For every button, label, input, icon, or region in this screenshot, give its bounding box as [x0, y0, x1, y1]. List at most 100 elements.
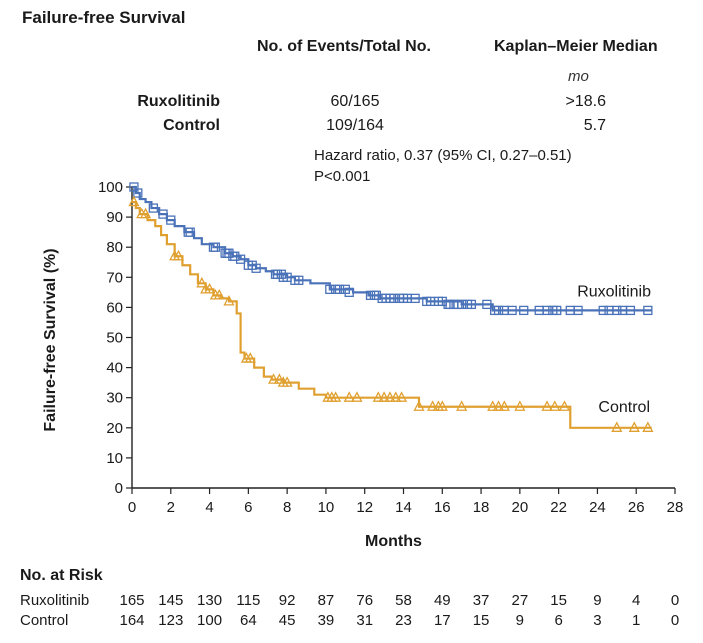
- km-median-column-header: Kaplan–Meier Median: [494, 38, 658, 55]
- series-label-control: Control: [598, 399, 650, 416]
- censor-marker-control: [378, 391, 390, 402]
- risk-cell-control: 31: [356, 612, 374, 629]
- censor-marker-control: [456, 400, 468, 411]
- censor-marker-control: [223, 294, 235, 306]
- risk-cell-ruxolitinib: 58: [395, 592, 412, 609]
- censor-marker-control: [128, 195, 140, 207]
- risk-cell-control: 64: [240, 612, 257, 629]
- hazard-ratio-text: Hazard ratio, 0.37 (95% CI, 0.27–0.51): [314, 147, 572, 164]
- risk-cell-control: 39: [317, 612, 335, 629]
- censor-marker-ruxolitinib: [133, 188, 143, 198]
- risk-cell-control: 9: [515, 612, 525, 629]
- y-tick-label: 70: [106, 269, 123, 286]
- censor-marker-control: [436, 400, 448, 411]
- risk-cell-control: 17: [433, 612, 451, 629]
- median-ruxolitinib: >18.6: [565, 93, 606, 110]
- y-tick-label: 60: [106, 299, 123, 316]
- risk-label-control: Control: [20, 612, 69, 629]
- censor-marker-ruxolitinib: [334, 284, 345, 294]
- x-tick-label: 24: [589, 499, 606, 516]
- censor-marker-control: [343, 391, 355, 402]
- y-tick-label: 0: [115, 480, 123, 497]
- x-tick-label: 4: [205, 499, 213, 516]
- censor-marker-ruxolitinib: [598, 305, 608, 316]
- censor-marker-ruxolitinib: [507, 305, 517, 316]
- risk-cell-ruxolitinib: 145: [158, 592, 184, 609]
- x-tick-label: 16: [434, 499, 451, 516]
- censor-marker-control: [413, 400, 425, 411]
- events-column-header: No. of Events/Total No.: [257, 38, 431, 55]
- risk-cell-ruxolitinib: 76: [356, 592, 374, 609]
- risk-cell-ruxolitinib: 27: [511, 592, 529, 609]
- censor-marker-control: [492, 400, 505, 411]
- censor-marker-control: [541, 400, 553, 411]
- risk-cell-ruxolitinib: 0: [670, 592, 680, 609]
- x-tick-label: 14: [395, 499, 412, 516]
- y-tick-label: 90: [106, 209, 123, 226]
- x-tick-label: 2: [167, 499, 175, 516]
- censor-marker-control: [558, 400, 571, 411]
- risk-cell-control: 123: [158, 612, 184, 629]
- censor-marker-ruxolitinib: [235, 254, 246, 264]
- censor-marker-ruxolitinib: [230, 251, 240, 261]
- censor-marker-control: [330, 391, 342, 402]
- risk-cell-ruxolitinib: 4: [632, 592, 641, 609]
- censor-marker-ruxolitinib: [389, 293, 399, 304]
- risk-cell-control: 45: [278, 612, 296, 629]
- x-tick-label: 12: [356, 499, 373, 516]
- y-tick-label: 100: [98, 179, 123, 196]
- censor-marker-control: [196, 276, 208, 288]
- censor-marker-control: [628, 421, 640, 432]
- censor-marker-control: [395, 391, 408, 402]
- risk-cell-ruxolitinib: 87: [317, 592, 335, 609]
- risk-cell-ruxolitinib: 49: [433, 592, 451, 609]
- censor-marker-control: [514, 400, 526, 411]
- censor-marker-control: [611, 421, 623, 432]
- chart-title: Failure-free Survival: [22, 8, 186, 27]
- censor-marker-ruxolitinib: [166, 215, 176, 225]
- censor-marker-control: [549, 400, 561, 411]
- x-axis-label: Months: [365, 533, 422, 550]
- group-label-control: Control: [163, 117, 220, 134]
- risk-cell-control: 100: [197, 612, 223, 629]
- censor-marker-control: [498, 400, 510, 411]
- censor-marker-control: [281, 376, 293, 387]
- median-control: 5.7: [583, 117, 606, 134]
- y-tick-label: 10: [106, 450, 123, 467]
- events-control: 109/164: [326, 117, 384, 134]
- censor-marker-ruxolitinib: [410, 293, 420, 304]
- risk-cell-control: 0: [670, 612, 680, 629]
- risk-cell-ruxolitinib: 130: [197, 592, 223, 609]
- censor-marker-ruxolitinib: [519, 305, 529, 316]
- censor-marker-ruxolitinib: [493, 305, 504, 316]
- censor-marker-control: [642, 421, 654, 432]
- censor-marker-ruxolitinib: [276, 269, 286, 279]
- censor-marker-ruxolitinib: [371, 290, 382, 301]
- censor-marker-ruxolitinib: [573, 305, 583, 316]
- censor-marker-ruxolitinib: [251, 263, 261, 273]
- censor-marker-ruxolitinib: [158, 209, 168, 219]
- censor-markers: [128, 182, 654, 432]
- group-label-ruxolitinib: Ruxolitinib: [137, 93, 220, 110]
- y-tick-label: 50: [106, 330, 123, 347]
- censor-marker-ruxolitinib: [185, 227, 195, 237]
- censor-marker-ruxolitinib: [294, 275, 304, 285]
- x-tick-label: 22: [550, 499, 567, 516]
- censor-marker-control: [390, 391, 402, 402]
- censor-marker-ruxolitinib: [466, 299, 477, 310]
- censor-marker-ruxolitinib: [542, 305, 552, 316]
- censor-marker-ruxolitinib: [612, 305, 622, 316]
- risk-table-title: No. at Risk: [20, 567, 103, 584]
- censor-marker-control: [172, 249, 185, 261]
- x-tick-label: 0: [128, 499, 136, 516]
- y-tick-label: 80: [106, 239, 123, 256]
- y-axis-label: Failure-free Survival (%): [42, 248, 59, 432]
- censor-marker-control: [267, 373, 280, 384]
- censor-marker-control: [427, 400, 439, 411]
- y-tick-label: 40: [106, 360, 123, 377]
- censor-marker-control: [203, 282, 216, 294]
- censor-marker-control: [372, 391, 384, 402]
- x-tick-label: 6: [244, 499, 252, 516]
- censor-marker-control: [487, 400, 499, 411]
- events-ruxolitinib: 60/165: [330, 93, 380, 110]
